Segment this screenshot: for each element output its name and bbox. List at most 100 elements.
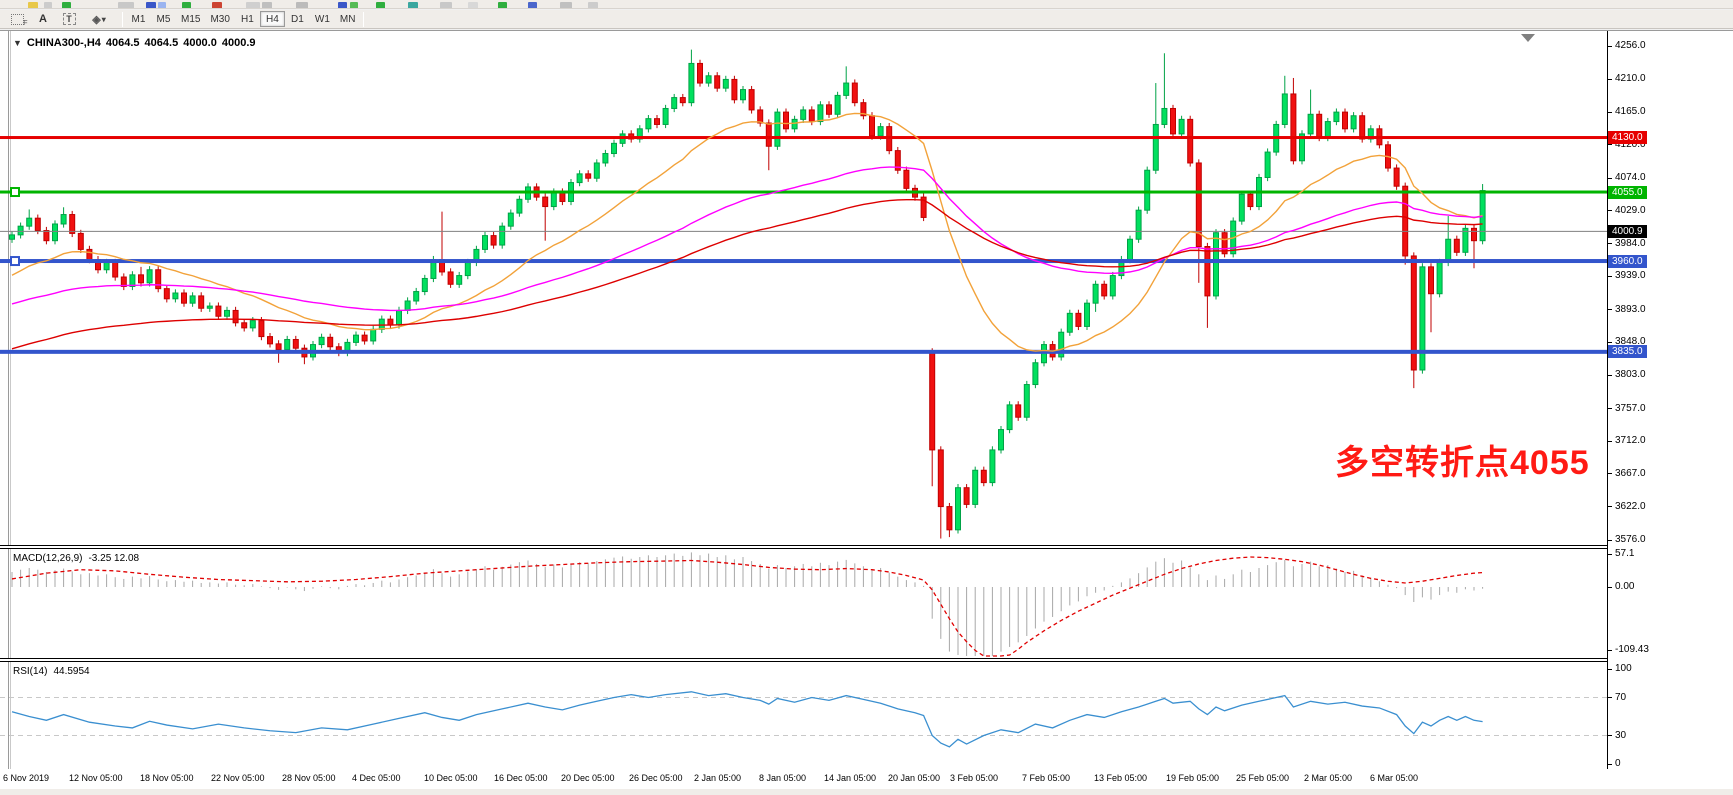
candle-body bbox=[1127, 238, 1133, 261]
level-line-3835.0[interactable] bbox=[0, 349, 1607, 354]
axis-tick bbox=[1608, 78, 1612, 80]
rsi-pane[interactable] bbox=[0, 662, 1607, 769]
level-line-3960.0[interactable] bbox=[0, 259, 1607, 264]
candle-body bbox=[318, 336, 325, 346]
candle-body bbox=[1178, 118, 1185, 135]
axis-tick bbox=[1608, 735, 1612, 736]
axis-tick bbox=[1608, 506, 1612, 508]
candle-body bbox=[361, 334, 368, 342]
axis-tick bbox=[1608, 553, 1612, 555]
candle-body bbox=[1419, 266, 1426, 371]
pane-resize-bar[interactable] bbox=[0, 545, 1733, 549]
candle-body bbox=[163, 288, 170, 300]
candle-body bbox=[920, 196, 927, 218]
candle-body bbox=[1333, 111, 1340, 123]
candle-body bbox=[1290, 93, 1297, 162]
axis-tick bbox=[1608, 210, 1612, 212]
rsi-name: RSI(14) bbox=[13, 666, 48, 677]
candle-body bbox=[654, 118, 660, 125]
candle-body bbox=[224, 309, 230, 317]
toolbar-icon-partial bbox=[62, 2, 71, 8]
candle-body bbox=[1393, 167, 1400, 187]
quote-open: 4064.5 bbox=[105, 37, 140, 49]
price-tick-label: 4256.0 bbox=[1615, 40, 1646, 51]
date-label: 10 Dec 05:00 bbox=[424, 773, 478, 783]
candle-body bbox=[387, 318, 394, 326]
shapes-tool-button[interactable]: ◈ ▾ bbox=[82, 11, 116, 28]
candle-body bbox=[129, 274, 136, 287]
macd-pane[interactable] bbox=[0, 549, 1607, 658]
candle-body bbox=[1462, 227, 1469, 253]
timeframe-button-m30[interactable]: M30 bbox=[210, 13, 230, 25]
candle-body bbox=[77, 232, 84, 250]
toolbar-icon-partial bbox=[246, 2, 260, 8]
candle-body bbox=[1032, 362, 1039, 386]
window-left-border bbox=[8, 31, 9, 770]
axis-tick bbox=[1608, 440, 1612, 442]
timeframe-button-w1[interactable]: W1 bbox=[314, 13, 330, 25]
level-handle[interactable] bbox=[10, 187, 20, 198]
timeframe-bar: M1 M5 M15 M30 H1 H4 D1 W1 MN bbox=[126, 11, 360, 27]
chart-annotation-text[interactable]: 多空转折点4055 bbox=[1335, 444, 1590, 482]
candle-body bbox=[834, 94, 841, 115]
timeframe-button-m1[interactable]: M1 bbox=[131, 13, 146, 25]
candle-body bbox=[292, 338, 299, 349]
level-line-4055.0[interactable] bbox=[0, 190, 1607, 194]
timeframe-button-h4[interactable]: H4 bbox=[259, 11, 285, 27]
chevron-down-icon: ▾ bbox=[101, 14, 106, 24]
text-tool-button[interactable]: A bbox=[30, 11, 56, 28]
price-axis[interactable]: 4256.0 4210.0 4165.0 4120.0 4074.0 4029.0 3984… bbox=[1608, 31, 1733, 770]
crosshair-grid-icon[interactable]: F bbox=[4, 11, 30, 28]
symbol-dropdown-icon[interactable]: ▼ bbox=[13, 38, 22, 48]
candle-body bbox=[808, 109, 815, 123]
timeframe-button-h1[interactable]: H1 bbox=[241, 13, 254, 25]
level-line-4130.0[interactable] bbox=[0, 136, 1607, 140]
quote-low: 4000.0 bbox=[183, 37, 217, 49]
candle-body bbox=[1023, 384, 1030, 418]
ma-slow-red bbox=[11, 198, 1483, 350]
toolbar-icon-partial bbox=[588, 2, 598, 8]
price-chart-pane[interactable] bbox=[0, 31, 1607, 545]
price-tick-label: 3893.0 bbox=[1615, 303, 1646, 315]
axis-tick bbox=[1608, 649, 1612, 651]
timeframe-button-m5[interactable]: M5 bbox=[156, 13, 171, 25]
candle-body bbox=[464, 261, 471, 277]
chart-shift-marker-icon[interactable] bbox=[1521, 34, 1535, 42]
timeframe-button-m15[interactable]: M15 bbox=[181, 13, 201, 25]
level-handle[interactable] bbox=[10, 256, 20, 267]
timeframe-button-d1[interactable]: D1 bbox=[291, 13, 304, 25]
candle-body bbox=[998, 429, 1004, 451]
candle-body bbox=[1238, 193, 1245, 222]
candle-body bbox=[877, 126, 884, 137]
candle-body bbox=[731, 78, 738, 101]
candle-body bbox=[421, 277, 428, 293]
toolbar-icon-partial bbox=[146, 2, 156, 8]
axis-tick bbox=[1608, 697, 1612, 698]
candle-body bbox=[507, 212, 514, 227]
axis-tick bbox=[1608, 111, 1612, 113]
candle-body bbox=[585, 173, 592, 179]
price-tick-label: 3712.0 bbox=[1615, 435, 1646, 447]
time-axis[interactable]: 6 Nov 2019 12 Nov 05:00 18 Nov 05:00 22 Nov… bbox=[0, 769, 1733, 795]
toolbar-icon-partial bbox=[408, 2, 418, 8]
chart-window[interactable]: ▼ CHINA300-,H4 4064.5 4064.5 4000.0 4000… bbox=[0, 30, 1733, 770]
candle-body bbox=[267, 336, 273, 345]
price-tick-label: 4210.0 bbox=[1615, 73, 1646, 85]
toolbar-separator bbox=[122, 11, 123, 27]
chart-symbol-title[interactable]: ▼ CHINA300-,H4 4064.5 4064.5 4000.0 4000… bbox=[13, 37, 256, 49]
date-label: 13 Feb 05:00 bbox=[1094, 773, 1148, 783]
candle-body bbox=[482, 235, 488, 250]
candle-body bbox=[550, 191, 557, 208]
price-tick-label: 3622.0 bbox=[1615, 500, 1646, 512]
timeframe-button-mn[interactable]: MN bbox=[339, 13, 356, 25]
candle-body bbox=[499, 225, 506, 246]
candle-body bbox=[17, 225, 24, 236]
pane-resize-bar[interactable] bbox=[0, 658, 1733, 662]
candle-body bbox=[447, 271, 454, 285]
candle-body bbox=[1213, 232, 1219, 297]
macd-label: MACD(12,26,9) -3.25 12.08 bbox=[13, 553, 139, 564]
candle-body bbox=[1101, 283, 1108, 297]
candle-body bbox=[52, 223, 58, 242]
toolbar-icon-partial bbox=[262, 2, 272, 8]
text-label-tool-button[interactable]: T bbox=[56, 11, 82, 28]
